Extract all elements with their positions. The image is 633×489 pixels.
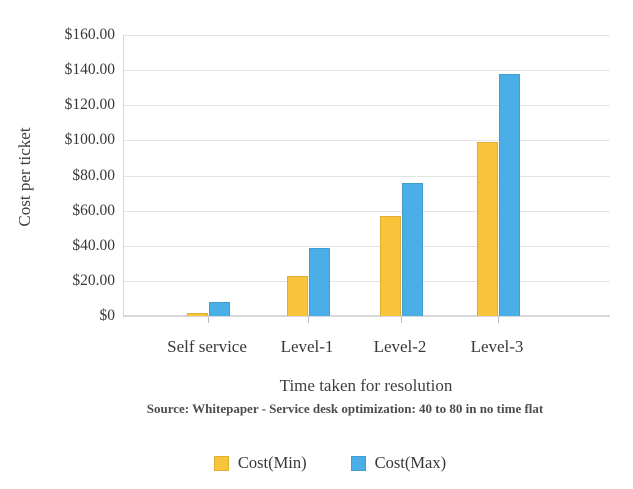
source-note: Source: Whitepaper - Service desk optimi… <box>146 401 544 416</box>
y-tick-label-40-00: $40.00 <box>72 236 115 254</box>
legend-label-cost-min: Cost(Min) <box>237 453 307 472</box>
gridline-140 <box>124 70 610 72</box>
x-tick-label-level-1: Level-1 <box>280 337 334 356</box>
bar-cost-min-level-1 <box>286 275 308 316</box>
x-tick-label-self-service: Self service <box>167 337 247 356</box>
y-tick-label-120-00: $120.00 <box>64 96 115 114</box>
y-tick-label-60-00: $60.00 <box>72 201 115 219</box>
y-tick-label-80-00: $80.00 <box>72 166 115 184</box>
bar-cost-min-level-2 <box>379 215 401 316</box>
x-tick-label-level-2: Level-2 <box>373 337 427 356</box>
y-tick-label-100-00: $100.00 <box>64 131 115 149</box>
y-tick-label-140-00: $140.00 <box>64 61 115 79</box>
legend-swatch-cost-max <box>350 455 366 471</box>
x-axis-line <box>123 315 610 317</box>
gridline-40 <box>124 245 610 247</box>
bar-cost-max-level-2 <box>401 182 423 316</box>
y-tick-label-20-00: $20.00 <box>72 271 115 289</box>
plot-area <box>123 35 610 323</box>
gridline-20 <box>124 280 610 282</box>
legend-item-cost-min: Cost(Min) <box>213 453 307 473</box>
legend-item-cost-max: Cost(Max) <box>350 453 447 473</box>
bar-cost-min-self-service <box>186 312 208 316</box>
gridline-120 <box>124 105 610 107</box>
x-axis-title: Time taken for resolution <box>279 376 453 395</box>
x-tick-level-1 <box>308 317 309 323</box>
x-tick-level-2 <box>401 317 402 323</box>
bar-cost-max-self-service <box>208 301 230 316</box>
x-tick-self-service <box>208 317 209 323</box>
y-tick-label-160-00: $160.00 <box>64 26 115 43</box>
gridline-160 <box>124 35 610 36</box>
legend-label-cost-max: Cost(Max) <box>374 453 447 472</box>
legend-swatch-cost-min <box>213 455 229 471</box>
gridline-60 <box>124 210 610 212</box>
bar-cost-max-level-3 <box>498 73 520 316</box>
legend: Cost(Min) Cost(Max) <box>0 453 633 473</box>
y-axis-tick-labels: $0 $20.00 $40.00 $60.00 $80.00 $100.00 $120.00… <box>0 26 115 324</box>
gridline-80 <box>124 175 610 177</box>
x-tick-label-level-3: Level-3 <box>470 337 524 356</box>
bar-cost-max-level-1 <box>308 247 330 316</box>
x-axis-tick-labels: Self service Level-1 Level-2 Level-3 <box>123 337 609 359</box>
bar-cost-min-level-3 <box>476 142 498 316</box>
x-tick-level-3 <box>498 317 499 323</box>
y-tick-label-0: $0 <box>99 307 116 324</box>
gridline-100 <box>124 140 610 142</box>
